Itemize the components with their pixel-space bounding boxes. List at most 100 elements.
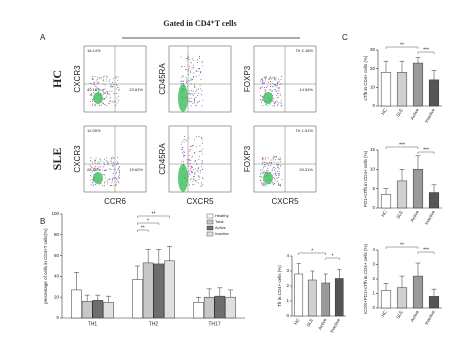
flow-event [275, 90, 277, 92]
error-bar [134, 265, 141, 280]
flow-event [90, 160, 92, 162]
flow-event [190, 92, 192, 94]
flow-event [263, 165, 265, 167]
flow-event [191, 166, 193, 168]
flow-event [266, 183, 268, 185]
flow-event [118, 169, 120, 171]
flow-event [114, 184, 116, 186]
flow-event [277, 103, 279, 105]
flow-event [117, 156, 119, 158]
flow-event [272, 166, 274, 168]
flow-event [106, 90, 108, 92]
y-tick-label: 0 [372, 103, 375, 108]
flow-event [195, 96, 197, 98]
flow-event [189, 184, 191, 186]
flow-event [191, 145, 193, 147]
flow-event [193, 66, 195, 68]
flow-event [260, 176, 262, 178]
flow-event [99, 158, 101, 160]
flow-event [189, 169, 191, 171]
flow-event [110, 84, 112, 86]
flow-event [191, 90, 193, 92]
flow-event [195, 160, 197, 162]
error-bar [337, 269, 342, 279]
error-bar [217, 287, 223, 297]
flow-event [188, 70, 190, 72]
flow-event [91, 104, 93, 106]
flow-event [188, 59, 190, 61]
flow-event [278, 175, 280, 177]
bar [225, 296, 236, 319]
x-tick-label: HC [380, 209, 388, 218]
flow-event [109, 168, 111, 170]
flow-event [278, 88, 280, 90]
flow-event [280, 79, 282, 81]
y-axis-label: cTfh in CD4+ cells (%) [363, 55, 368, 100]
flow-event [119, 165, 121, 167]
flow-event [90, 184, 92, 186]
flow-event [262, 100, 264, 102]
flow-event [267, 162, 269, 164]
y-tick-label: 3 [372, 262, 375, 267]
y-axis-label: CXCR3 [73, 145, 82, 173]
y-tick-label: 100 [51, 211, 59, 216]
gate-percent: Tfr 2.18% [296, 48, 314, 53]
flow-event [186, 81, 188, 83]
bar [203, 296, 215, 319]
flow-event [199, 100, 201, 102]
flow-event [90, 157, 92, 159]
flow-event [274, 179, 276, 181]
flow-event [103, 93, 105, 95]
gate-percent: 12.05% [87, 128, 101, 133]
flow-event [278, 173, 280, 175]
flow-event [111, 101, 113, 103]
flow-event [97, 161, 99, 163]
flow-event [117, 169, 119, 171]
flow-event [277, 184, 279, 186]
y-tick-label: 60 [54, 253, 60, 258]
bar [103, 302, 114, 319]
flow-event [192, 181, 194, 183]
flow-event [94, 183, 96, 185]
flow-event [101, 169, 103, 171]
flow-event [191, 100, 193, 102]
error-bar [310, 270, 315, 280]
flow-event [201, 163, 203, 165]
flow-event [260, 182, 262, 184]
flow-event [267, 104, 269, 106]
flow-event [189, 70, 191, 72]
flow-event [104, 158, 106, 160]
bar [321, 282, 331, 317]
legend-label: Total [215, 219, 224, 224]
bar [132, 279, 143, 319]
flow-event [92, 161, 94, 163]
bar [412, 275, 424, 309]
flow-event [273, 155, 275, 157]
flow-event [190, 79, 192, 81]
flow-event [189, 94, 191, 96]
flow-event [106, 157, 108, 159]
flow-event [112, 164, 114, 166]
flow-event [197, 182, 199, 184]
flow-event [113, 78, 115, 80]
significance-bracket [137, 222, 160, 225]
gate-percent: Tfr 1.51% [296, 128, 314, 133]
flow-event [263, 172, 265, 174]
flow-event [274, 168, 276, 170]
flow-event [273, 84, 275, 86]
flow-event [192, 58, 194, 60]
flow-event [102, 94, 104, 96]
error-bar [195, 296, 202, 303]
flow-event [102, 88, 104, 90]
flow-event [188, 172, 190, 174]
y-tick-label: 0 [372, 305, 375, 310]
flow-event [274, 161, 276, 163]
x-tick-label: HC [380, 107, 388, 116]
flow-event [103, 174, 105, 176]
flow-event [190, 78, 192, 80]
y-tick-label: 20 [54, 294, 60, 299]
flow-event [91, 103, 93, 105]
flow-event [185, 58, 187, 60]
error-bar [383, 188, 389, 195]
